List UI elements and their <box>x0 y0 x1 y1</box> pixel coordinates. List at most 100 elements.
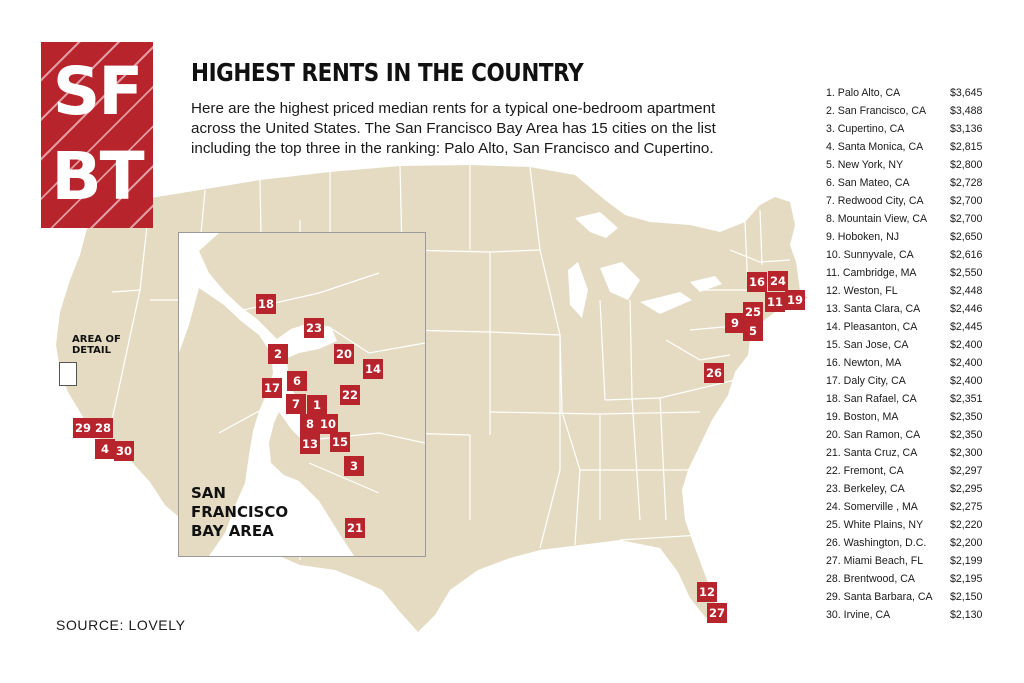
rank-rent: $2,446 <box>950 303 983 315</box>
rank-city: 22. Fremont, CA <box>826 465 904 477</box>
marker-rank-29[interactable]: 29 <box>73 418 94 438</box>
marker-rank-1[interactable]: 1 <box>307 395 327 415</box>
rank-rent: $2,297 <box>950 465 983 477</box>
rank-city: 30. Irvine, CA <box>826 609 891 621</box>
rank-city: 25. White Plains, NY <box>826 519 924 531</box>
rank-city: 16. Newton, MA <box>826 357 902 369</box>
rank-city: 11. Cambridge, MA <box>826 267 917 279</box>
marker-rank-16[interactable]: 16 <box>747 272 768 292</box>
rank-city: 29. Santa Barbara, CA <box>826 591 933 603</box>
rank-rent: $2,150 <box>950 591 983 603</box>
rank-rent: $3,136 <box>950 123 983 135</box>
rank-row: 1. Palo Alto, CA $3,645 <box>826 84 1016 102</box>
marker-rank-4[interactable]: 4 <box>95 439 115 459</box>
rank-row: 21. Santa Cruz, CA $2,300 <box>826 444 1016 462</box>
contiguous-us-shape <box>56 165 808 632</box>
rank-rent: $2,650 <box>950 231 983 243</box>
sfbt-logo: SF BT <box>41 42 153 228</box>
source-note: SOURCE: LOVELY <box>56 617 186 633</box>
rank-row: 8. Mountain View, CA $2,700 <box>826 210 1016 228</box>
bay-area-label-line-3: BAY AREA <box>191 522 274 540</box>
marker-rank-13[interactable]: 13 <box>300 434 321 454</box>
marker-rank-15[interactable]: 15 <box>330 432 351 452</box>
rank-city: 14. Pleasanton, CA <box>826 321 918 333</box>
rank-rent: $2,400 <box>950 375 983 387</box>
marker-rank-25[interactable]: 25 <box>743 302 764 322</box>
rank-city: 17. Daly City, CA <box>826 375 906 387</box>
marker-rank-6[interactable]: 6 <box>287 371 307 391</box>
marker-rank-11[interactable]: 11 <box>765 292 786 312</box>
rank-city: 12. Weston, FL <box>826 285 898 297</box>
rank-row: 5. New York, NY $2,800 <box>826 156 1016 174</box>
rank-row: 9. Hoboken, NJ $2,650 <box>826 228 1016 246</box>
rank-city: 18. San Rafael, CA <box>826 393 917 405</box>
marker-rank-27[interactable]: 27 <box>707 603 728 623</box>
rank-rent: $2,445 <box>950 321 983 333</box>
rank-row: 6. San Mateo, CA $2,728 <box>826 174 1016 192</box>
marker-rank-7[interactable]: 7 <box>286 394 306 414</box>
rent-ranking-list: 1. Palo Alto, CA $3,645 2. San Francisco,… <box>826 84 1016 624</box>
rank-row: 12. Weston, FL $2,448 <box>826 282 1016 300</box>
rank-row: 13. Santa Clara, CA $2,446 <box>826 300 1016 318</box>
rank-city: 7. Redwood City, CA <box>826 195 924 207</box>
bay-area-peninsula <box>179 288 273 556</box>
marker-rank-21[interactable]: 21 <box>345 518 366 538</box>
rank-row: 27. Miami Beach, FL $2,199 <box>826 552 1016 570</box>
rank-city: 28. Brentwood, CA <box>826 573 915 585</box>
bay-area-water <box>273 323 337 445</box>
rank-rent: $2,300 <box>950 447 983 459</box>
rank-city: 2. San Francisco, CA <box>826 105 927 117</box>
rank-row: 7. Redwood City, CA $2,700 <box>826 192 1016 210</box>
rank-rent: $2,700 <box>950 195 983 207</box>
rank-row: 14. Pleasanton, CA $2,445 <box>826 318 1016 336</box>
marker-rank-19[interactable]: 19 <box>785 290 806 310</box>
rank-city: 15. San Jose, CA <box>826 339 909 351</box>
marker-rank-9[interactable]: 9 <box>725 313 745 333</box>
rank-rent: $2,350 <box>950 429 983 441</box>
us-landmass <box>56 165 808 632</box>
rank-rent: $2,700 <box>950 213 983 225</box>
marker-rank-22[interactable]: 22 <box>340 385 361 405</box>
rank-rent: $3,645 <box>950 87 983 99</box>
marker-rank-2[interactable]: 2 <box>268 344 288 364</box>
marker-rank-8[interactable]: 8 <box>300 414 320 434</box>
rank-row: 28. Brentwood, CA $2,195 <box>826 570 1016 588</box>
marker-rank-10[interactable]: 10 <box>318 414 339 434</box>
marker-rank-18[interactable]: 18 <box>256 294 277 314</box>
rank-city: 13. Santa Clara, CA <box>826 303 921 315</box>
marker-rank-5[interactable]: 5 <box>743 321 763 341</box>
rank-row: 10. Sunnyvale, CA $2,616 <box>826 246 1016 264</box>
rank-city: 19. Boston, MA <box>826 411 899 423</box>
marker-rank-23[interactable]: 23 <box>304 318 325 338</box>
marker-rank-28[interactable]: 28 <box>93 418 114 438</box>
rank-row: 2. San Francisco, CA $3,488 <box>826 102 1016 120</box>
rank-city: 3. Cupertino, CA <box>826 123 905 135</box>
marker-rank-24[interactable]: 24 <box>768 271 789 291</box>
rank-rent: $2,400 <box>950 339 983 351</box>
marker-rank-26[interactable]: 26 <box>704 363 725 383</box>
rank-row: 22. Fremont, CA $2,297 <box>826 462 1016 480</box>
bay-area-land <box>199 233 425 556</box>
rank-rent: $2,400 <box>950 357 983 369</box>
page-title: HIGHEST RENTS IN THE COUNTRY <box>191 58 584 87</box>
logo-line-2: BT <box>51 138 144 215</box>
area-of-detail-line-2: DETAIL <box>72 345 112 356</box>
rank-rent: $2,220 <box>950 519 983 531</box>
rank-row: 30. Irvine, CA $2,130 <box>826 606 1016 624</box>
marker-rank-17[interactable]: 17 <box>262 378 283 398</box>
rank-rent: $2,728 <box>950 177 983 189</box>
bay-area-label-line-2: FRANCISCO <box>191 503 289 521</box>
marker-rank-20[interactable]: 20 <box>334 344 355 364</box>
rank-city: 8. Mountain View, CA <box>826 213 928 225</box>
marker-rank-30[interactable]: 30 <box>114 441 135 461</box>
rank-row: 26. Washington, D.C. $2,200 <box>826 534 1016 552</box>
marker-rank-14[interactable]: 14 <box>363 359 384 379</box>
rank-row: 3. Cupertino, CA $3,136 <box>826 120 1016 138</box>
rank-row: 20. San Ramon, CA $2,350 <box>826 426 1016 444</box>
rank-row: 19. Boston, MA $2,350 <box>826 408 1016 426</box>
rank-city: 23. Berkeley, CA <box>826 483 905 495</box>
logo-line-1: SF <box>52 53 144 130</box>
marker-rank-3[interactable]: 3 <box>344 456 364 476</box>
marker-rank-12[interactable]: 12 <box>697 582 718 602</box>
rank-city: 5. New York, NY <box>826 159 904 171</box>
